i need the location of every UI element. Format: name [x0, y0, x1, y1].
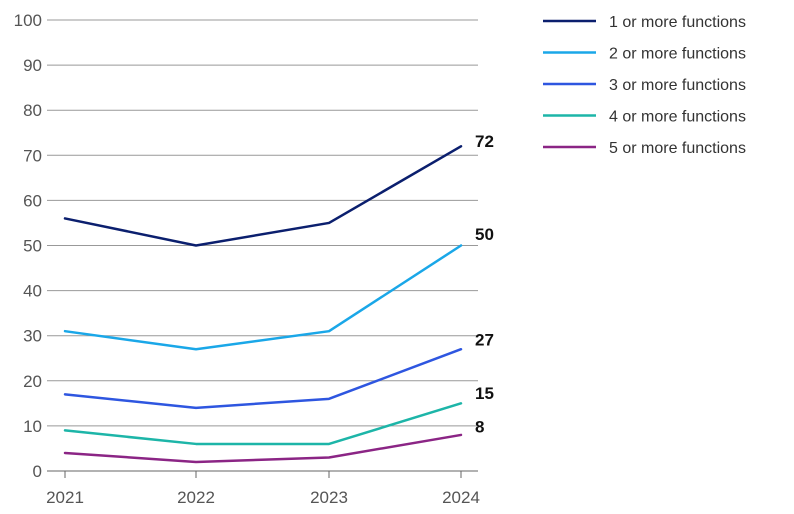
end-label-series-2: 50	[475, 225, 494, 244]
y-axis-ticks: 0 10 20 30 40 50 60 70 80 90 100	[14, 11, 42, 481]
end-label-series-5: 8	[475, 417, 484, 436]
series-line-4	[63, 402, 463, 446]
end-label-series-4: 15	[475, 384, 494, 403]
y-tick-label: 50	[23, 237, 42, 256]
gridlines	[47, 19, 478, 472]
y-tick-label: 30	[23, 327, 42, 346]
x-tick-label: 2021	[46, 488, 84, 507]
y-tick-label: 100	[14, 11, 42, 30]
x-axis-ticks: 2021 2022 2023 2024	[46, 471, 480, 507]
y-tick-label: 70	[23, 146, 42, 165]
legend-label-5: 5 or more functions	[609, 140, 746, 157]
series-line-3	[63, 347, 463, 410]
y-tick-label: 40	[23, 282, 42, 301]
series-line-2	[63, 244, 463, 351]
end-label-series-3: 27	[475, 331, 494, 350]
legend: 1 or more functions 2 or more functions 3 …	[543, 14, 746, 157]
x-tick-label: 2023	[310, 488, 348, 507]
y-tick-label: 10	[23, 417, 42, 436]
end-labels: 72 50 27 15 8	[475, 132, 494, 437]
y-tick-label: 90	[23, 56, 42, 75]
legend-label-4: 4 or more functions	[609, 109, 746, 126]
end-label-series-1: 72	[475, 132, 494, 151]
legend-label-1: 1 or more functions	[609, 14, 746, 31]
legend-label-2: 2 or more functions	[609, 46, 746, 63]
y-tick-label: 60	[23, 191, 42, 210]
y-tick-label: 0	[33, 462, 42, 481]
x-tick-label: 2024	[442, 488, 480, 507]
x-tick-label: 2022	[177, 488, 215, 507]
y-tick-label: 20	[23, 372, 42, 391]
y-tick-label: 80	[23, 101, 42, 120]
series-lines	[63, 145, 463, 464]
series-line-5	[63, 433, 463, 464]
legend-label-3: 3 or more functions	[609, 77, 746, 94]
series-line-1	[63, 145, 463, 247]
